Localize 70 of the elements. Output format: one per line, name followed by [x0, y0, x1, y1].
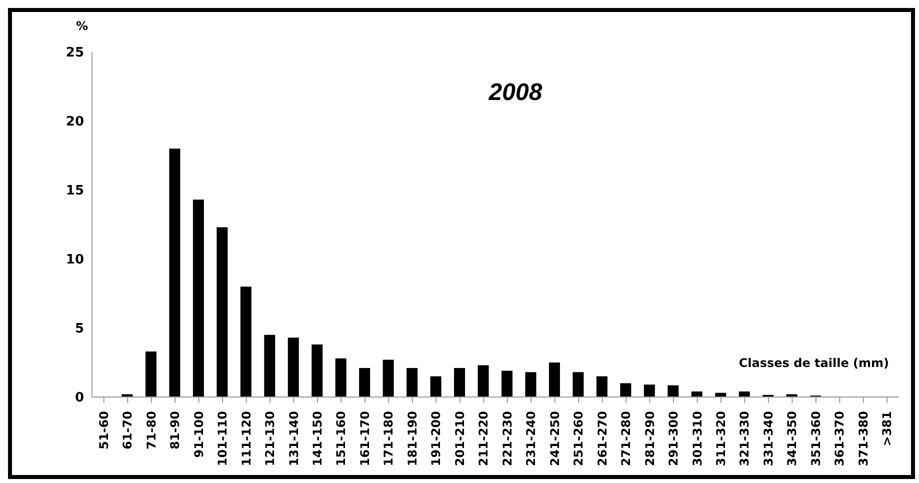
x-tick-label: 251-260	[572, 411, 586, 466]
bar	[691, 391, 702, 397]
x-tick-label: 181-190	[405, 411, 420, 466]
bar	[382, 360, 394, 397]
bar	[406, 368, 418, 397]
text: 2008	[488, 79, 543, 106]
x-tick-label: 281-290	[642, 411, 657, 466]
x-tick-label: 91-100	[192, 411, 206, 458]
x-tick-label: 211-220	[476, 411, 491, 466]
x-tick-label: 71-80	[144, 411, 158, 450]
bar	[216, 227, 228, 397]
x-axis-title: Classes de taille (mm)	[738, 356, 889, 370]
bar	[596, 376, 608, 397]
x-tick-label: 171-180	[382, 411, 396, 466]
y-tick-label: 25	[66, 46, 84, 61]
x-tick-label: 361-370	[832, 411, 847, 466]
x-tick-label: 81-90	[168, 411, 182, 450]
y-tick-label: 0	[74, 390, 84, 406]
bar	[548, 362, 560, 397]
x-tick-label: 201-210	[452, 411, 467, 466]
bar	[478, 365, 489, 397]
x-tick-label: 311-320	[714, 411, 728, 466]
x-tick-label: 321-330	[738, 411, 752, 466]
bar	[786, 394, 798, 397]
x-tick-label: 151-160	[334, 411, 348, 466]
x-tick-label: 341-350	[785, 411, 800, 466]
bar	[288, 338, 299, 397]
x-tick-label: 111-120	[239, 411, 254, 466]
y-tick-label: 20	[66, 114, 84, 130]
x-tick-label: >381	[880, 411, 894, 446]
x-tick-label: 51-60	[96, 411, 111, 450]
bar	[572, 372, 584, 397]
bar	[169, 148, 180, 397]
bar	[644, 384, 655, 397]
y-axis-title: %	[76, 19, 88, 33]
bar	[264, 334, 276, 397]
x-tick-label: 221-230	[500, 411, 514, 466]
x-tick-label: 331-340	[761, 411, 776, 466]
y-tick-label: 15	[66, 184, 84, 199]
bar	[312, 344, 323, 397]
x-tick-label: 351-360	[808, 411, 823, 466]
bar	[502, 370, 512, 397]
bar	[738, 391, 750, 397]
bar	[620, 383, 632, 397]
x-tick-label: 161-170	[358, 411, 372, 466]
bar	[430, 376, 442, 397]
x-tick-label: 121-130	[263, 411, 278, 466]
bar	[359, 368, 370, 397]
x-tick-label: 141-150	[310, 411, 324, 466]
x-tick-label: 191-200	[429, 411, 444, 466]
x-tick-label: 301-310	[690, 411, 704, 466]
y-tick-label: 10	[66, 252, 84, 268]
bar	[525, 372, 536, 397]
bar	[122, 394, 133, 397]
y-tick-label: 5	[74, 322, 84, 337]
x-tick-label: 241-250	[548, 411, 562, 466]
x-tick-label: 261-270	[595, 411, 610, 466]
x-tick-label: 101-110	[216, 411, 230, 466]
bar	[240, 286, 252, 397]
x-tick-label: 371-380	[856, 411, 870, 466]
x-tick-label: 291-300	[666, 411, 681, 466]
bar	[668, 385, 679, 397]
bar	[192, 200, 204, 397]
bar	[145, 351, 156, 397]
x-tick-label: 61-70	[120, 411, 135, 450]
x-tick-label: 271-280	[619, 411, 634, 466]
bar	[454, 368, 466, 397]
bar	[335, 358, 346, 397]
x-tick-label: 131-140	[286, 411, 301, 466]
x-tick-label: 231-240	[524, 411, 538, 466]
